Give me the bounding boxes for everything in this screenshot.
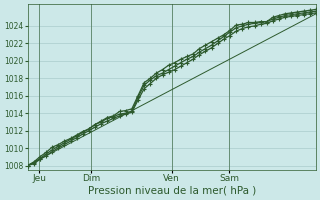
X-axis label: Pression niveau de la mer( hPa ): Pression niveau de la mer( hPa )	[88, 186, 256, 196]
